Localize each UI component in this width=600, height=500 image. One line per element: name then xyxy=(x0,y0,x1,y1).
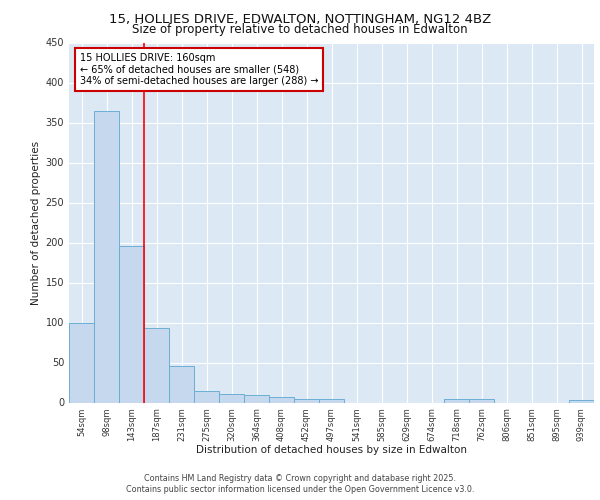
Bar xyxy=(194,390,219,402)
Text: 15, HOLLIES DRIVE, EDWALTON, NOTTINGHAM, NG12 4BZ: 15, HOLLIES DRIVE, EDWALTON, NOTTINGHAM,… xyxy=(109,12,491,26)
Bar xyxy=(469,400,494,402)
Text: 15 HOLLIES DRIVE: 160sqm
← 65% of detached houses are smaller (548)
34% of semi-: 15 HOLLIES DRIVE: 160sqm ← 65% of detach… xyxy=(79,54,318,86)
Bar xyxy=(244,394,269,402)
Text: Contains HM Land Registry data © Crown copyright and database right 2025.
Contai: Contains HM Land Registry data © Crown c… xyxy=(126,474,474,494)
Bar xyxy=(569,400,594,402)
Text: Size of property relative to detached houses in Edwalton: Size of property relative to detached ho… xyxy=(132,22,468,36)
Bar xyxy=(169,366,194,403)
Bar xyxy=(94,110,119,403)
Bar xyxy=(119,246,144,402)
Bar xyxy=(219,394,244,402)
Bar xyxy=(444,398,469,402)
Y-axis label: Number of detached properties: Number of detached properties xyxy=(31,140,41,304)
X-axis label: Distribution of detached houses by size in Edwalton: Distribution of detached houses by size … xyxy=(196,446,467,456)
Bar xyxy=(144,328,169,402)
Bar xyxy=(294,398,319,402)
Bar xyxy=(69,324,94,402)
Bar xyxy=(269,397,294,402)
Bar xyxy=(319,398,344,402)
